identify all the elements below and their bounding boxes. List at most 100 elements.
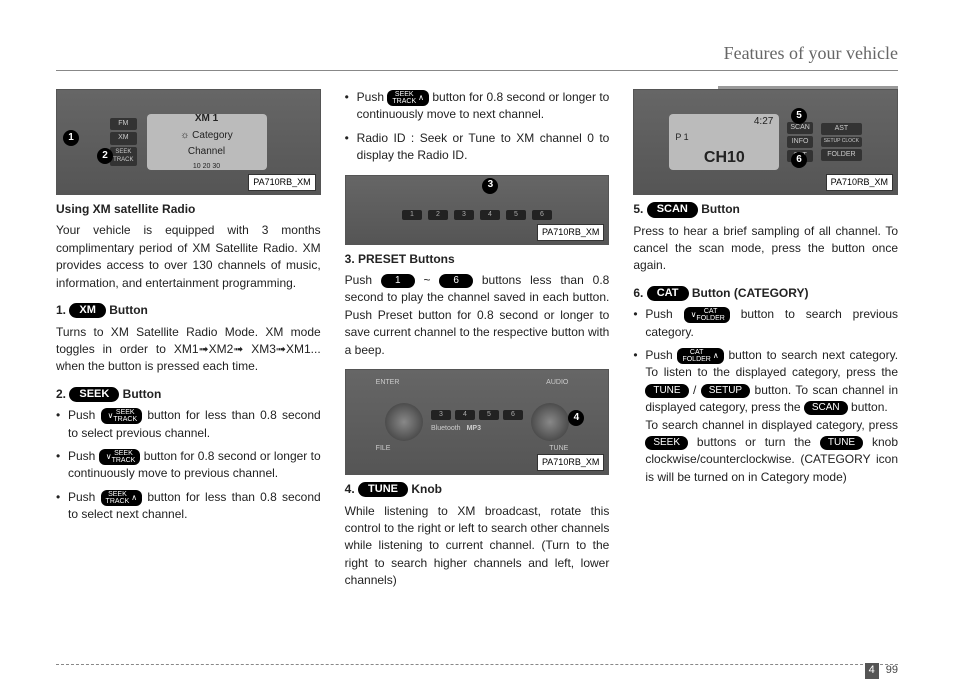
fm-button: FM [110,118,136,130]
p6: 6 [503,410,523,420]
pill-1: 1 [381,274,415,288]
column-1: FM XM SEEKTRACK XM 1 ☼ Category Channel … [56,89,321,599]
t: Push [345,273,381,287]
callout-6: 6 [791,152,807,168]
audio-label: AUDIO [546,378,568,388]
para-xm: Turns to XM Satellite Radio Mode. XM mod… [56,324,321,376]
callout-5: 5 [791,108,807,124]
figure-1-label: PA710RB_XM [248,174,315,191]
figure-4-label: PA710RB_XM [826,174,893,191]
seek-down-icon: ∨SEEKTRACK [101,408,143,424]
mp3-label: MP3 [467,424,481,434]
heading-seek-button: 2. SEEK Button [56,386,321,404]
t: To search channel in displayed category,… [645,418,898,432]
t: Push [68,408,101,422]
num-5: 5. [633,202,643,216]
seek-item-3: Push SEEKTRACK∧ button for less than 0.8… [56,489,321,524]
page-no: 99 [886,664,898,676]
pill-cat: CAT [647,286,689,301]
cat-up-icon: CATFOLDER∧ [677,348,723,364]
seek-item-4: Push SEEKTRACK∧ button for 0.8 second or… [345,89,610,124]
heading-using-xm: Using XM satellite Radio [56,201,321,218]
t: ~ [423,273,439,287]
pill-setup-inline: SETUP [701,384,750,398]
lcd-band: XM 1 [195,112,218,127]
t: button. [851,400,888,414]
footer-rule [56,664,898,665]
bt-label: Bluetooth [431,424,461,434]
seek-list: Push ∨SEEKTRACK button for less than 0.8… [56,407,321,523]
preset-3: 3 [454,210,474,220]
heading-cat: 6. CAT Button (CATEGORY) [633,285,898,303]
xm-button: XM [110,132,136,144]
seek-list-cont: Push SEEKTRACK∧ button for 0.8 second or… [345,89,610,165]
column-3: 4:27 P 1 CH10 SCAN INFO CAT AST SETUP CL… [633,89,898,599]
para-preset: Push 1 ~ 6 buttons less than 0.8 second … [345,272,610,359]
pill-scan: SCAN [647,202,698,217]
callout-3: 3 [482,178,498,194]
after-4: Knob [411,482,442,496]
lcd-1: XM 1 ☼ Category Channel 10 20 30 [147,114,267,170]
t: Push [645,307,683,321]
t: / [693,383,701,397]
ast-btn: AST [821,123,862,135]
callout-1: 1 [63,130,79,146]
lcd-channel: Channel [188,145,225,160]
page: Features of your vehicle FM XM SEEKTRACK… [0,0,954,685]
tune-knob [531,403,569,441]
after-1: Button [109,303,148,317]
figure-2: 1 2 3 4 5 6 3 PA710RB_XM [345,175,610,245]
radio-id-item: Radio ID : Seek or Tune to XM channel 0 … [345,130,610,165]
pill-6: 6 [439,274,473,288]
enter-label: ENTER [376,378,400,388]
t: Push [357,90,388,104]
t: Push [68,449,99,463]
after-2: Button [123,387,162,401]
figure-3-label: PA710RB_XM [537,454,604,471]
cat-item-2: Push CATFOLDER∧ button to search next ca… [633,347,898,486]
p4: 4 [455,410,475,420]
heading-scan: 5. SCAN Button [633,201,898,219]
lcd-scale: 10 20 30 [193,162,220,172]
num-2: 2. [56,387,66,401]
pill-scan-inline: SCAN [804,401,848,415]
preset-6: 6 [532,210,552,220]
seek-up-icon: SEEKTRACK∧ [101,490,143,506]
t: Push [68,490,101,504]
after-6: Button (CATEGORY) [692,286,809,300]
seek-item-2: Push ∨SEEKTRACK button for 0.8 second or… [56,448,321,483]
figure-2-label: PA710RB_XM [537,224,604,241]
p5: 5 [479,410,499,420]
heading-xm-button: 1. XM Button [56,302,321,320]
t: Push [645,348,677,362]
page-number: 4 99 [865,663,898,679]
preset-2: 2 [428,210,448,220]
t: buttons or turn the [697,435,820,449]
pill-tune-inline: TUNE [645,384,688,398]
content-columns: FM XM SEEKTRACK XM 1 ☼ Category Channel … [56,89,898,599]
heading-tune: 4. TUNE Knob [345,481,610,499]
cat-list: Push ∨CATFOLDER button to search previou… [633,306,898,486]
preset-row: 1 2 3 4 5 6 [346,210,609,220]
seek-button-fig: SEEKTRACK [110,147,136,166]
para-tune: While listening to XM broadcast, rotate … [345,503,610,590]
para-scan: Press to hear a brief sampling of all ch… [633,223,898,275]
pill-tune: TUNE [358,482,408,497]
lcd-ch: CH10 [704,146,745,169]
lcd-category: ☼ Category [180,129,233,144]
file-label: FILE [376,444,391,454]
num-6: 6. [633,286,643,300]
seek-item-1: Push ∨SEEKTRACK button for less than 0.8… [56,407,321,442]
seek-up-icon: SEEKTRACK∧ [387,90,429,106]
setup-btn: SETUP CLOCK [821,137,862,146]
enter-knob [385,403,423,441]
p3: 3 [431,410,451,420]
lcd-4: 4:27 P 1 CH10 [669,114,779,170]
pill-tune-inline2: TUNE [820,436,863,450]
lcd-time: 4:27 [754,115,773,130]
figure-4: 4:27 P 1 CH10 SCAN INFO CAT AST SETUP CL… [633,89,898,195]
seek-down-icon: ∨SEEKTRACK [99,449,141,465]
info-btn: INFO [787,136,812,148]
figure-3: 3 4 5 6 Bluetooth MP3 ENTER FILE AUD [345,369,610,475]
lcd-preset: P 1 [675,131,688,144]
